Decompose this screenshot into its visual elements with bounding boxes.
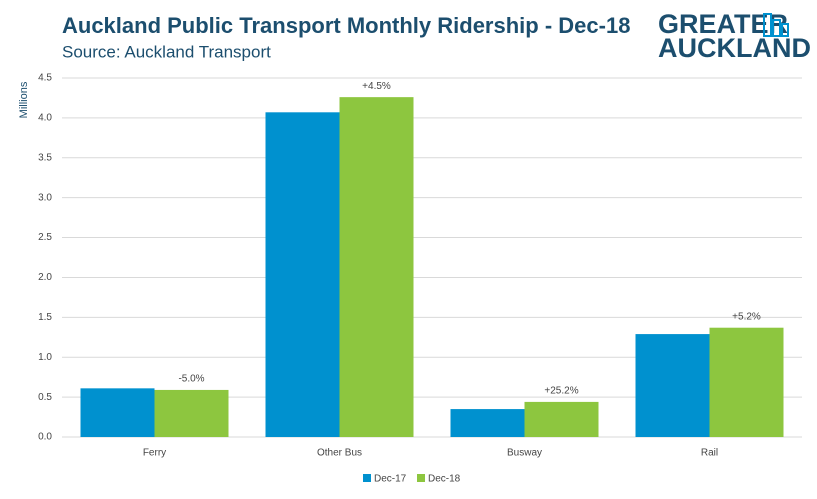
legend-label: Dec-18: [428, 474, 461, 485]
y-tick-label: 0.5: [38, 392, 52, 403]
legend-swatch: [417, 474, 425, 482]
annotation: +25.2%: [544, 386, 578, 397]
bar: [339, 97, 414, 437]
bar: [450, 409, 525, 437]
y-tick-label: 3.5: [38, 152, 52, 163]
logo-text: AUCKLAND: [658, 33, 811, 63]
bar: [265, 112, 340, 437]
x-tick-label: Busway: [507, 448, 542, 459]
y-tick-label: 4.5: [38, 73, 52, 84]
chart-title: Auckland Public Transport Monthly Riders…: [62, 13, 630, 38]
y-axis-label: Millions: [18, 81, 30, 118]
y-tick-label: 0.0: [38, 432, 52, 443]
y-tick-label: 2.5: [38, 232, 52, 243]
bar: [635, 334, 710, 437]
y-tick-label: 2.0: [38, 272, 52, 283]
legend-swatch: [363, 474, 371, 482]
logo-icon: [763, 13, 789, 37]
y-tick-label: 4.0: [38, 113, 52, 124]
bar: [154, 389, 229, 437]
x-tick-label: Other Bus: [317, 448, 362, 459]
annotation: +5.2%: [732, 311, 761, 322]
bar: [80, 388, 155, 437]
y-tick-label: 1.5: [38, 312, 52, 323]
chart-subtitle: Source: Auckland Transport: [62, 42, 271, 61]
x-tick-label: Ferry: [143, 448, 166, 459]
bar: [524, 401, 599, 437]
y-tick-label: 1.0: [38, 352, 52, 363]
y-tick-label: 3.0: [38, 192, 52, 203]
annotation: -5.0%: [178, 374, 204, 385]
x-tick-label: Rail: [701, 448, 718, 459]
legend-label: Dec-17: [374, 474, 407, 485]
annotation: +4.5%: [362, 81, 391, 92]
bar: [709, 327, 784, 437]
